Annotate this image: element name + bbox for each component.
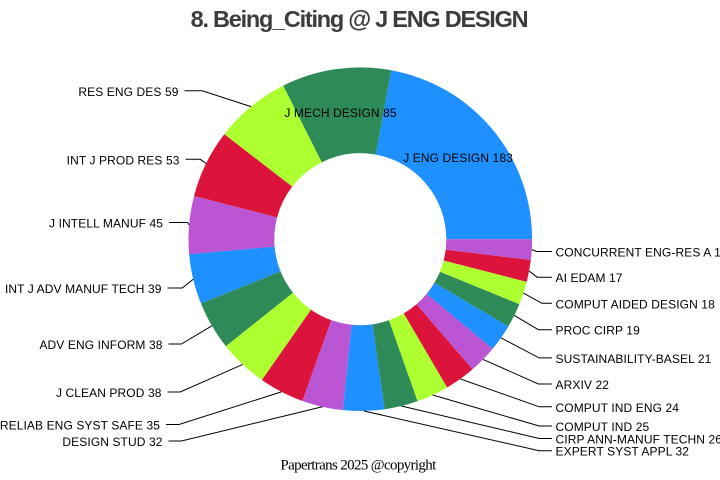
svg-text:INT J PROD RES 53: INT J PROD RES 53 (67, 153, 180, 167)
svg-text:ADV ENG INFORM 38: ADV ENG INFORM 38 (39, 338, 162, 352)
svg-text:8. Being_Citing @ J ENG DESIGN: 8. Being_Citing @ J ENG DESIGN (191, 6, 528, 32)
svg-text:COMPUT IND 25: COMPUT IND 25 (556, 420, 650, 434)
svg-text:ARXIV 22: ARXIV 22 (556, 378, 610, 392)
svg-text:J ENG DESIGN 183: J ENG DESIGN 183 (403, 151, 513, 165)
svg-text:J MECH DESIGN 85: J MECH DESIGN 85 (284, 106, 397, 120)
svg-text:COMPUT AIDED DESIGN 18: COMPUT AIDED DESIGN 18 (556, 297, 716, 311)
svg-text:RES ENG DES 59: RES ENG DES 59 (78, 85, 178, 99)
svg-text:AI EDAM 17: AI EDAM 17 (556, 271, 623, 285)
svg-text:EXPERT SYST APPL 32: EXPERT SYST APPL 32 (556, 445, 690, 459)
svg-text:COMPUT IND ENG 24: COMPUT IND ENG 24 (556, 401, 680, 415)
svg-text:DESIGN STUD 32: DESIGN STUD 32 (62, 435, 162, 449)
svg-text:J INTELL MANUF 45: J INTELL MANUF 45 (49, 217, 163, 231)
svg-text:CIRP ANN-MANUF TECHN 26: CIRP ANN-MANUF TECHN 26 (556, 433, 720, 447)
svg-text:J CLEAN PROD 38: J CLEAN PROD 38 (56, 386, 162, 400)
svg-text:SUSTAINABILITY-BASEL 21: SUSTAINABILITY-BASEL 21 (556, 352, 712, 366)
svg-text:Papertrans 2025 @copyright: Papertrans 2025 @copyright (280, 458, 437, 474)
svg-text:CONCURRENT ENG-RES A 16: CONCURRENT ENG-RES A 16 (556, 246, 720, 260)
svg-text:INT J ADV MANUF TECH 39: INT J ADV MANUF TECH 39 (5, 282, 162, 296)
svg-text:PROC CIRP 19: PROC CIRP 19 (556, 324, 641, 338)
svg-text:RELIAB ENG SYST SAFE 35: RELIAB ENG SYST SAFE 35 (0, 419, 160, 433)
